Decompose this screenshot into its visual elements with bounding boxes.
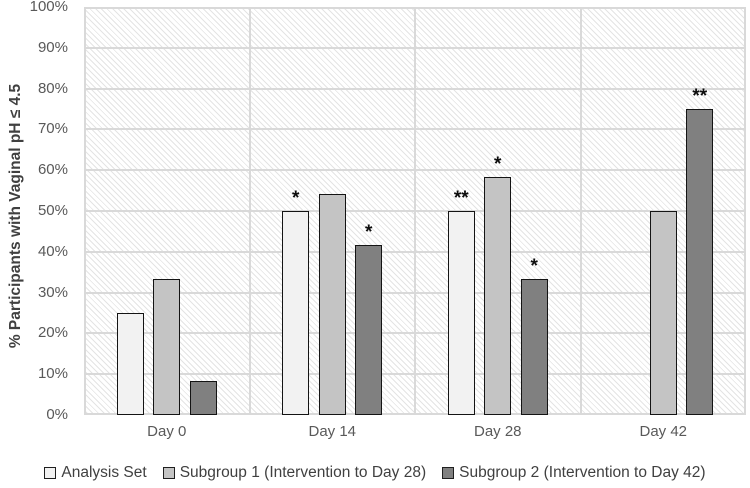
y-tick-label: 20% bbox=[37, 324, 68, 342]
y-tick-label: 100% bbox=[29, 0, 68, 15]
legend-marker-square bbox=[442, 467, 455, 479]
bar-subgroup-2-day-14 bbox=[355, 244, 383, 415]
bar-analysis-set-day-14 bbox=[282, 211, 310, 415]
x-category-label: Day 42 bbox=[639, 423, 688, 440]
y-tick-label: 10% bbox=[37, 365, 68, 383]
x-category-label: Day 14 bbox=[308, 423, 357, 440]
legend-marker-square bbox=[44, 467, 57, 479]
x-category-label: Day 28 bbox=[473, 423, 522, 440]
legend-label: Analysis Set bbox=[61, 464, 147, 481]
y-tick-label: 90% bbox=[37, 38, 68, 56]
x-category-label: Day 0 bbox=[147, 423, 187, 440]
significance-marker: ** bbox=[692, 86, 708, 107]
y-tick-label: 80% bbox=[37, 79, 68, 97]
bar-subgroup-2-day-28 bbox=[520, 279, 548, 415]
legend-item-3: Subgroup 2 (Intervention to Day 42) bbox=[442, 464, 706, 482]
bar-subgroup-1-day-14 bbox=[318, 193, 346, 415]
gridline-vertical bbox=[744, 7, 746, 415]
gridline-vertical bbox=[248, 7, 251, 415]
gridline-vertical bbox=[84, 7, 86, 415]
legend-marker-square bbox=[162, 467, 175, 479]
plot-area: * ** * * * ** bbox=[84, 7, 746, 415]
y-tick-label: 60% bbox=[37, 161, 68, 179]
bar-subgroup-2-day-0 bbox=[189, 381, 217, 415]
bar-subgroup-1-day-28 bbox=[484, 177, 512, 415]
significance-marker: * bbox=[494, 154, 502, 176]
gridline-vertical bbox=[579, 7, 582, 415]
bar-analysis-set-day-28 bbox=[447, 211, 475, 415]
y-tick-label: 50% bbox=[37, 202, 68, 219]
gridline-vertical bbox=[414, 7, 416, 415]
y-tick-label: 70% bbox=[37, 120, 68, 138]
significance-marker: * bbox=[292, 188, 300, 209]
y-tick-label: 40% bbox=[37, 242, 68, 260]
bar-subgroup-2-day-42 bbox=[686, 109, 714, 415]
y-tick-label: 0% bbox=[46, 406, 68, 423]
bar-subgroup-1-day-42 bbox=[649, 211, 677, 415]
significance-marker: ** bbox=[453, 188, 469, 209]
legend-label: Subgroup 2 (Intervention to Day 42) bbox=[459, 464, 706, 481]
legend-label: Subgroup 1 (Intervention to Day 28) bbox=[179, 464, 427, 481]
bar-analysis-set-day-0 bbox=[116, 313, 144, 415]
significance-marker: * bbox=[530, 256, 538, 278]
bar-subgroup-1-day-0 bbox=[153, 279, 181, 415]
chart-legend: Analysis Set Subgroup 1 (Intervention to … bbox=[0, 464, 750, 482]
legend-item-1: Analysis Set bbox=[44, 464, 147, 482]
legend-item-2: Subgroup 1 (Intervention to Day 28) bbox=[162, 464, 427, 482]
significance-marker: * bbox=[365, 221, 373, 243]
y-tick-label: 30% bbox=[37, 283, 68, 301]
